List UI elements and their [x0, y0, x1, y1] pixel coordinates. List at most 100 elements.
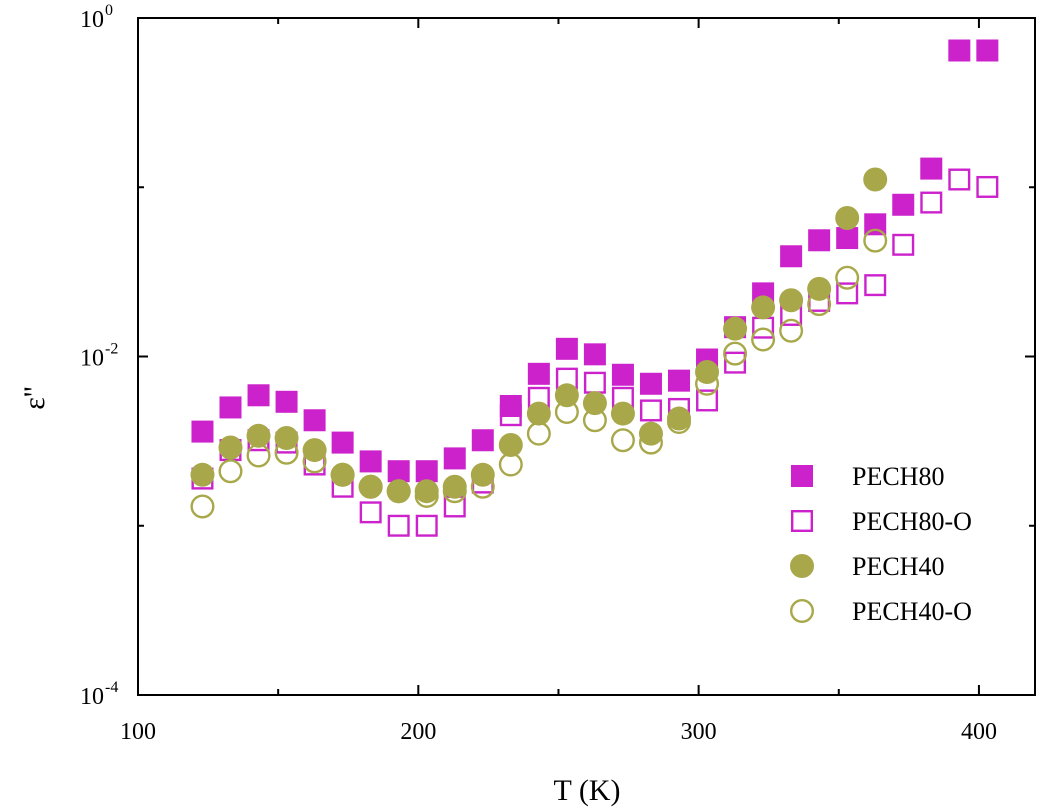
legend-marker [790, 599, 815, 624]
data-point-PECH40-O-24 [863, 228, 888, 253]
data-point-PECH40-O-14 [582, 408, 607, 433]
y-tick-exponent: -2 [105, 341, 118, 358]
data-point-PECH80-25 [892, 193, 915, 216]
data-point-PECH40-O-20 [751, 327, 776, 352]
legend-label: PECH80 [852, 462, 944, 491]
data-point-PECH80-O-7 [387, 514, 410, 537]
data-point-PECH40-O-19 [723, 341, 748, 366]
legend-marker [791, 510, 814, 533]
y-tick-label: 10 -2 [80, 341, 118, 372]
data-point-PECH40-O-23 [835, 265, 860, 290]
y-axis-title: ε'' [18, 386, 51, 409]
data-point-PECH80-27 [948, 39, 971, 62]
data-point-PECH80-O-19 [724, 351, 747, 374]
data-point-PECH40-12 [526, 401, 551, 426]
data-point-PECH80-O-28 [976, 175, 999, 198]
data-point-PECH40-0 [190, 462, 215, 487]
data-point-PECH80-26 [920, 157, 943, 180]
data-point-PECH40-6 [358, 474, 383, 499]
data-point-PECH40-O-4 [302, 449, 327, 474]
x-axis-title: T (K) [554, 774, 621, 807]
data-point-PECH80-12 [527, 362, 550, 385]
data-point-PECH40-23 [835, 206, 860, 231]
data-point-PECH40-O-6 [358, 474, 383, 499]
data-point-PECH40-O-5 [330, 462, 355, 487]
legend-marker [790, 554, 814, 578]
x-tick-label: 200 [400, 719, 436, 745]
legend-label: PECH40-O [852, 597, 972, 626]
data-point-PECH80-1 [219, 396, 242, 419]
data-point-PECH80-O-16 [639, 399, 662, 422]
legend-label: PECH80-O [852, 507, 972, 536]
data-point-PECH80-23 [836, 227, 859, 250]
legend: PECH80 PECH80-O PECH40 PECH40-O [790, 462, 972, 626]
series-PECH40-O [190, 228, 888, 519]
data-point-PECH80-8 [415, 460, 438, 483]
data-point-PECH40-9 [442, 474, 467, 499]
legend-marker [791, 465, 813, 487]
data-point-PECH40-1 [218, 435, 243, 460]
x-tick-label: 100 [120, 719, 156, 745]
data-point-PECH40-13 [554, 383, 579, 408]
data-point-PECH80-O-11 [499, 404, 522, 427]
data-point-PECH80-O-26 [920, 191, 943, 214]
data-point-PECH80-6 [359, 450, 382, 473]
data-point-PECH80-13 [555, 337, 578, 360]
data-point-PECH40-11 [498, 432, 523, 457]
data-point-PECH80-O-23 [836, 282, 859, 305]
data-point-PECH80-9 [443, 447, 466, 470]
data-point-PECH40-O-15 [610, 428, 635, 453]
data-point-PECH40-O-10 [470, 474, 495, 499]
data-point-PECH40-O-12 [526, 421, 551, 446]
data-point-PECH40-O-21 [779, 318, 804, 343]
y-tick-exponent: 0 [105, 2, 113, 19]
y-tick-label: 10 0 [80, 2, 113, 33]
data-point-PECH40-O-11 [498, 452, 523, 477]
y-tick-exponent: -4 [105, 679, 118, 696]
data-point-PECH80-O-25 [892, 233, 915, 256]
data-point-PECH80-17 [668, 369, 691, 392]
data-points [190, 39, 999, 537]
data-point-PECH80-16 [639, 372, 662, 395]
data-point-PECH80-O-8 [415, 514, 438, 537]
data-point-PECH40-O-8 [414, 483, 439, 508]
data-point-PECH80-21 [780, 245, 803, 268]
legend-item: PECH40-O [790, 597, 972, 626]
data-point-PECH40-O-17 [667, 410, 692, 435]
data-point-PECH80-14 [583, 343, 606, 366]
x-tick-label: 300 [681, 719, 717, 745]
data-point-PECH80-24 [864, 213, 887, 236]
data-point-PECH40-20 [751, 295, 776, 320]
data-point-PECH40-O-0 [190, 494, 215, 519]
data-point-PECH40-15 [610, 401, 635, 426]
legend-item: PECH80-O [791, 507, 972, 536]
data-point-PECH80-O-27 [948, 168, 971, 191]
data-point-PECH40-5 [330, 462, 355, 487]
data-point-PECH80-7 [387, 460, 410, 483]
y-tick-base: 10 [80, 346, 104, 372]
data-point-PECH40-8 [414, 479, 439, 504]
data-point-PECH40-7 [386, 479, 411, 504]
data-point-PECH40-21 [779, 288, 804, 313]
data-point-PECH40-O-22 [807, 292, 832, 317]
data-point-PECH80-O-18 [696, 389, 719, 412]
data-point-PECH80-28 [976, 39, 999, 62]
data-point-PECH40-O-2 [246, 443, 271, 468]
data-point-PECH40-O-3 [274, 440, 299, 465]
data-point-PECH40-14 [582, 391, 607, 416]
data-point-PECH40-O-16 [638, 430, 663, 455]
data-point-PECH40-O-13 [554, 399, 579, 424]
data-point-PECH80-10 [471, 429, 494, 452]
data-point-PECH80-O-24 [864, 274, 887, 297]
data-point-PECH40-O-1 [218, 459, 243, 484]
data-point-PECH80-0 [191, 420, 214, 443]
data-point-PECH40-24 [863, 167, 888, 192]
data-point-PECH80-22 [808, 229, 831, 252]
data-point-PECH80-O-6 [359, 501, 382, 524]
data-point-PECH40-O-9 [442, 479, 467, 504]
y-tick-base: 10 [80, 684, 104, 710]
data-point-PECH80-2 [247, 384, 270, 407]
data-point-PECH40-19 [723, 316, 748, 341]
data-point-PECH80-5 [331, 431, 354, 454]
